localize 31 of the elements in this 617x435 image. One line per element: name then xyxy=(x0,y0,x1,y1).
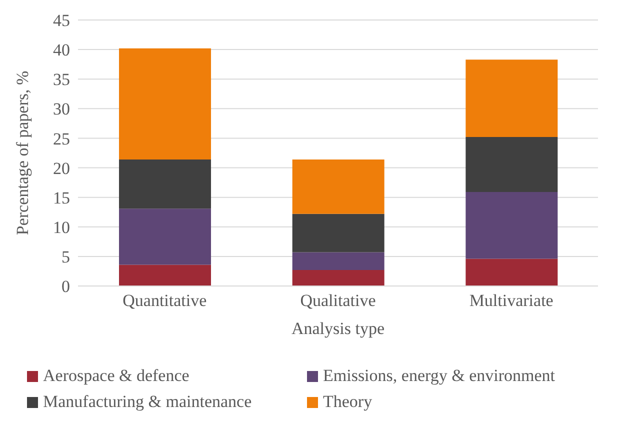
legend-label: Emissions, energy & environment xyxy=(323,366,555,386)
x-tick-label: Multivariate xyxy=(469,291,554,310)
bar xyxy=(292,160,384,214)
x-axis-title: Analysis type xyxy=(291,319,385,338)
y-tick-label: 25 xyxy=(53,129,70,148)
bar xyxy=(466,60,558,138)
y-tick-label: 5 xyxy=(62,247,70,266)
y-tick-label: 20 xyxy=(53,158,70,178)
y-tick-label: 15 xyxy=(53,188,70,208)
y-tick-label: 40 xyxy=(53,40,70,60)
bar xyxy=(119,48,211,160)
bar xyxy=(292,214,384,252)
bar xyxy=(292,270,384,286)
bar xyxy=(119,208,211,265)
bar xyxy=(292,252,384,270)
x-tick-label: Qualitative xyxy=(300,291,376,310)
y-tick-label: 10 xyxy=(53,218,70,237)
y-axis-title: Percentage of papers, % xyxy=(13,70,32,236)
x-tick-label: Quantitative xyxy=(122,291,207,310)
y-tick-label: 0 xyxy=(62,277,70,296)
legend-label: Aerospace & defence xyxy=(43,366,190,386)
bar xyxy=(466,258,558,286)
bar xyxy=(466,192,558,259)
y-tick-label: 45 xyxy=(53,11,70,30)
y-tick-label: 35 xyxy=(53,70,70,90)
legend-label: Theory xyxy=(323,392,372,412)
bar xyxy=(119,264,211,286)
legend-label: Manufacturing & maintenance xyxy=(43,392,252,412)
bar xyxy=(466,137,558,192)
y-tick-label: 30 xyxy=(53,100,70,119)
bar xyxy=(119,160,211,209)
